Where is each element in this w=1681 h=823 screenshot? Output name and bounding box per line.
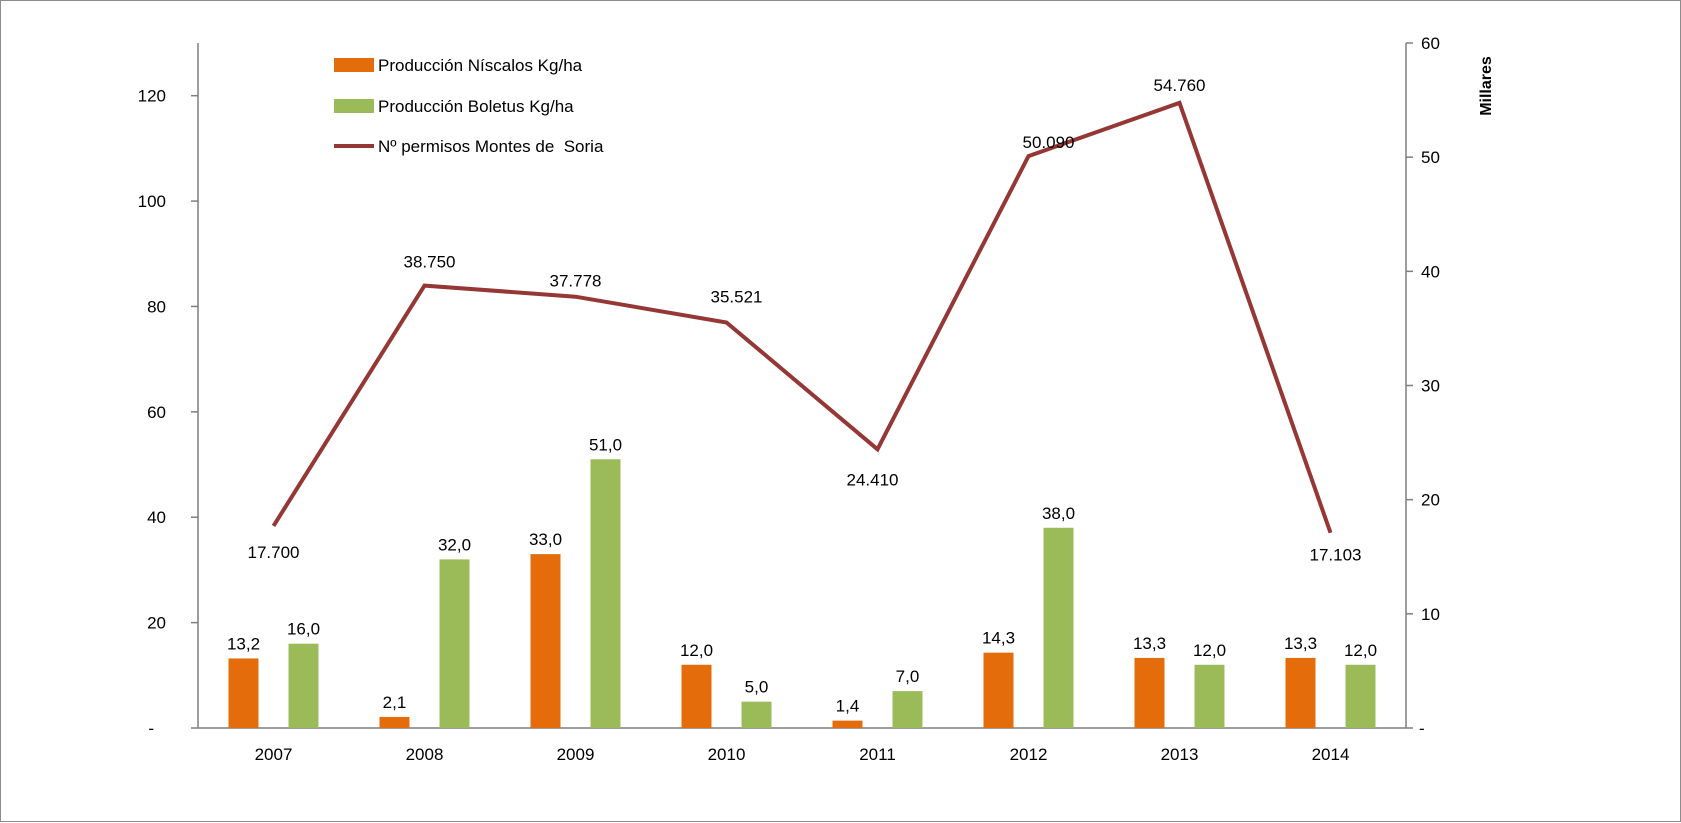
- data-label-permisos: 54.760: [1154, 76, 1206, 95]
- bar-boletus: [1345, 664, 1376, 728]
- data-label-permisos: 17.103: [1310, 546, 1362, 565]
- bar-boletus: [892, 691, 923, 728]
- data-label-boletus: 7,0: [896, 667, 920, 686]
- right-axis-ticks: - 10 20 30 40 50 60: [1406, 34, 1440, 738]
- data-label-boletus: 32,0: [438, 535, 471, 554]
- data-label-niscalos: 13,2: [227, 634, 260, 653]
- left-tick-label: 80: [147, 297, 166, 316]
- data-label-boletus: 12,0: [1193, 641, 1226, 660]
- bar-niscalos: [1134, 657, 1165, 728]
- x-axis-tick-labels: 2007 2008 2009 2010 2011 2012 2013 2014: [255, 745, 1350, 764]
- bar-boletus: [288, 643, 319, 728]
- bar-niscalos: [530, 554, 561, 728]
- data-label-permisos: 24.410: [847, 470, 899, 489]
- bar-boletus: [590, 459, 621, 728]
- permisos-line: [271, 100, 1333, 534]
- legend-label-niscalos: Producción Níscalos Kg/ha: [378, 56, 583, 75]
- right-tick-label: 10: [1421, 605, 1440, 624]
- bar-boletus: [1043, 527, 1074, 728]
- x-tick-label: 2014: [1312, 745, 1350, 764]
- data-label-niscalos: 12,0: [680, 641, 713, 660]
- data-label-niscalos: 14,3: [982, 629, 1015, 648]
- legend-item-boletus: Producción Boletus Kg/ha: [334, 97, 574, 116]
- x-tick-label: 2008: [406, 745, 444, 764]
- data-label-boletus: 5,0: [745, 678, 769, 697]
- bar-boletus: [1194, 664, 1225, 728]
- x-tick-label: 2009: [557, 745, 595, 764]
- left-tick-label: 40: [147, 508, 166, 527]
- x-tick-label: 2007: [255, 745, 293, 764]
- legend-item-permisos: Nº permisos Montes de Soria: [334, 137, 604, 156]
- right-tick-label: 30: [1421, 377, 1440, 396]
- data-label-permisos: 17.700: [248, 543, 300, 562]
- left-axis-ticks: - 20 40 60 80 100 120: [138, 87, 198, 738]
- right-tick-label: 60: [1421, 34, 1440, 53]
- left-tick-label: 20: [147, 614, 166, 633]
- left-tick-label: 60: [147, 403, 166, 422]
- left-tick-label: 100: [138, 192, 166, 211]
- bar-boletus: [741, 701, 772, 728]
- legend-label-permisos: Nº permisos Montes de Soria: [378, 137, 604, 156]
- right-tick-label: 40: [1421, 262, 1440, 281]
- data-label-niscalos: 1,4: [836, 697, 860, 716]
- left-tick-label: 120: [138, 87, 166, 106]
- legend-swatch-niscalos: [334, 58, 374, 72]
- x-tick-label: 2010: [708, 745, 746, 764]
- bar-niscalos: [1285, 657, 1316, 728]
- data-label-permisos: 37.778: [550, 272, 602, 291]
- bars: 13,2 2,1 33,0 12,0 1,4 14,3 13,3 13,3 16,0 32,0 51…: [227, 435, 1377, 728]
- bar-niscalos: [681, 664, 712, 728]
- data-label-niscalos: 13,3: [1133, 634, 1166, 653]
- x-tick-label: 2013: [1161, 745, 1199, 764]
- data-label-niscalos: 13,3: [1284, 634, 1317, 653]
- left-tick-label: -: [148, 719, 154, 738]
- x-tick-label: 2011: [859, 745, 896, 764]
- bar-niscalos: [379, 716, 410, 728]
- legend-item-niscalos: Producción Níscalos Kg/ha: [334, 56, 583, 75]
- data-label-boletus: 51,0: [589, 435, 622, 454]
- data-label-permisos: 50.090: [1023, 133, 1075, 152]
- data-label-boletus: 12,0: [1344, 641, 1377, 660]
- legend: Producción Níscalos Kg/ha Producción Bol…: [334, 56, 604, 156]
- permisos-line-series: 17.700 38.750 37.778 35.521 24.410 50.090 54.7…: [248, 76, 1362, 565]
- x-tick-label: 2012: [1010, 745, 1048, 764]
- right-tick-label: 20: [1421, 491, 1440, 510]
- data-label-niscalos: 2,1: [383, 693, 407, 712]
- right-tick-label: 50: [1421, 148, 1440, 167]
- data-label-boletus: 38,0: [1042, 504, 1075, 523]
- bar-niscalos: [228, 658, 259, 728]
- legend-label-boletus: Producción Boletus Kg/ha: [378, 97, 574, 116]
- data-label-permisos: 38.750: [404, 253, 456, 272]
- right-axis-title: Millares: [1478, 56, 1495, 116]
- bar-niscalos: [832, 720, 863, 728]
- right-tick-label: -: [1419, 719, 1425, 738]
- data-label-boletus: 16,0: [287, 620, 320, 639]
- data-label-permisos: 35.521: [711, 287, 763, 306]
- legend-swatch-boletus: [334, 99, 374, 113]
- bar-boletus: [439, 559, 470, 728]
- bar-niscalos: [983, 652, 1014, 728]
- data-label-niscalos: 33,0: [529, 530, 562, 549]
